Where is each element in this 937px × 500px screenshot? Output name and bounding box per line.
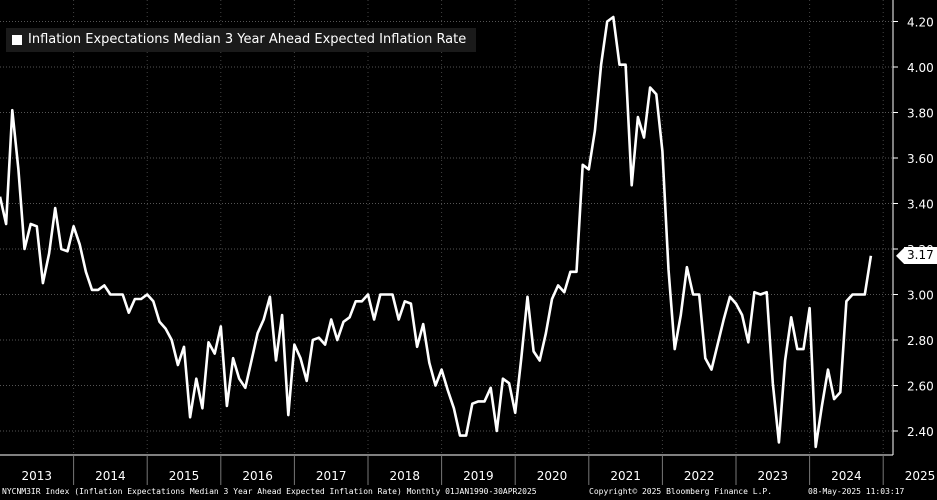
y-tick-label: 3.60 bbox=[907, 152, 934, 166]
x-tick-label: 2014 bbox=[95, 469, 126, 483]
legend-swatch bbox=[12, 35, 22, 45]
legend: Inflation Expectations Median 3 Year Ahe… bbox=[6, 28, 477, 52]
x-tick-label: 2022 bbox=[684, 469, 715, 483]
last-value-pointer bbox=[896, 247, 904, 264]
y-tick-label: 3.80 bbox=[907, 107, 934, 121]
y-tick-label: 4.20 bbox=[907, 16, 934, 30]
x-tick-label: 2013 bbox=[22, 469, 53, 483]
x-tick-label: 2016 bbox=[242, 469, 273, 483]
y-tick-label: 2.80 bbox=[907, 334, 934, 348]
x-tick-label: 2025 bbox=[905, 469, 936, 483]
legend-label: Inflation Expectations Median 3 Year Ahe… bbox=[28, 32, 467, 47]
x-tick-label: 2023 bbox=[758, 469, 789, 483]
y-tick-label: 2.60 bbox=[907, 380, 934, 394]
x-tick-label: 2020 bbox=[537, 469, 568, 483]
x-tick-label: 2024 bbox=[831, 469, 862, 483]
x-tick-label: 2015 bbox=[169, 469, 200, 483]
y-tick-label: 3.00 bbox=[907, 289, 934, 303]
series-line bbox=[0, 15, 873, 449]
x-tick-label: 2018 bbox=[390, 469, 421, 483]
y-tick-label: 2.40 bbox=[907, 425, 934, 439]
footer-copyright: Copyright© 2025 Bloomberg Finance L.P. bbox=[589, 487, 773, 496]
footer-index-description: NYCNM3IR Index (Inflation Expectations M… bbox=[2, 487, 537, 496]
y-tick-label: 3.40 bbox=[907, 198, 934, 212]
x-tick-label: 2017 bbox=[316, 469, 347, 483]
footer-timestamp: 08-May-2025 11:03:17 bbox=[808, 487, 905, 496]
x-tick-label: 2021 bbox=[610, 469, 641, 483]
x-tick-label: 2019 bbox=[463, 469, 494, 483]
last-value-label: 3.17 bbox=[904, 247, 937, 265]
y-tick-label: 4.00 bbox=[907, 61, 934, 75]
